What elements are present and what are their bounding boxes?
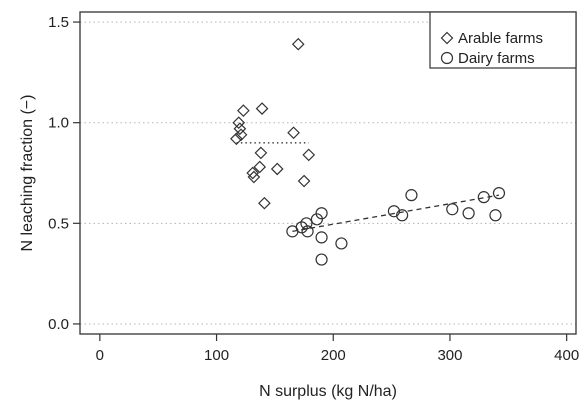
axes: 0.0 0.5 1.0 1.5 0 100 200 300 400	[48, 14, 579, 364]
x-tick-label-0: 0	[96, 347, 104, 364]
point-arable-1	[237, 104, 250, 117]
point-dairy-5	[315, 207, 328, 220]
point-dairy-6	[315, 231, 328, 244]
point-arable-8	[254, 146, 268, 160]
point-arable-3	[232, 116, 246, 130]
trend-line-dairy	[292, 194, 500, 233]
x-tick-label-3: 300	[437, 347, 462, 364]
point-dairy-2	[300, 217, 313, 230]
trend-lines	[236, 142, 500, 233]
point-dairy-3	[301, 225, 314, 238]
point-dairy-10	[396, 209, 409, 222]
legend-marker-dairy	[440, 51, 454, 65]
y-axis-title: N leaching fraction (−)	[19, 95, 36, 252]
legend-marker-arable	[440, 31, 454, 45]
y-tick-label-1: 0.5	[48, 215, 69, 232]
point-dairy-16	[492, 187, 506, 200]
point-arable-13	[247, 170, 261, 184]
point-arable-7	[287, 126, 300, 140]
point-dairy-11	[405, 189, 418, 202]
point-dairy-7	[315, 253, 328, 266]
point-arable-12	[246, 166, 260, 180]
legend-label-dairy: Dairy farms	[458, 50, 535, 67]
data-points	[230, 37, 506, 266]
x-tick-label-1: 100	[204, 347, 229, 364]
point-arable-10	[253, 160, 267, 174]
point-dairy-14	[477, 191, 490, 204]
point-dairy-13	[462, 207, 475, 220]
point-dairy-12	[446, 203, 459, 216]
x-tick-label-2: 200	[321, 347, 346, 364]
point-dairy-15	[489, 209, 502, 222]
y-tick-label-3: 1.5	[48, 14, 69, 31]
y-tick-label-0: 0.0	[48, 316, 69, 333]
point-dairy-8	[335, 237, 348, 250]
point-arable-9	[302, 148, 316, 162]
y-tick-label-2: 1.0	[48, 115, 69, 132]
legend: Arable farms Dairy farms	[429, 11, 577, 69]
point-dairy-9	[387, 205, 401, 218]
legend-label-arable: Arable farms	[458, 30, 543, 47]
point-arable-2	[255, 102, 269, 115]
point-arable-11	[270, 162, 284, 176]
point-arable-6	[230, 132, 243, 146]
point-arable-15	[258, 196, 271, 210]
point-arable-0	[291, 37, 305, 51]
x-tick-label-4: 400	[554, 347, 579, 364]
legend-circle-icon	[440, 51, 454, 65]
legend-diamond-icon	[440, 31, 454, 45]
x-axis-title: N surplus (kg N/ha)	[259, 383, 397, 400]
point-arable-4	[233, 122, 247, 136]
point-arable-14	[297, 174, 311, 188]
gridlines	[80, 21, 576, 325]
plot-frame	[79, 11, 577, 335]
legend-box	[429, 11, 577, 69]
